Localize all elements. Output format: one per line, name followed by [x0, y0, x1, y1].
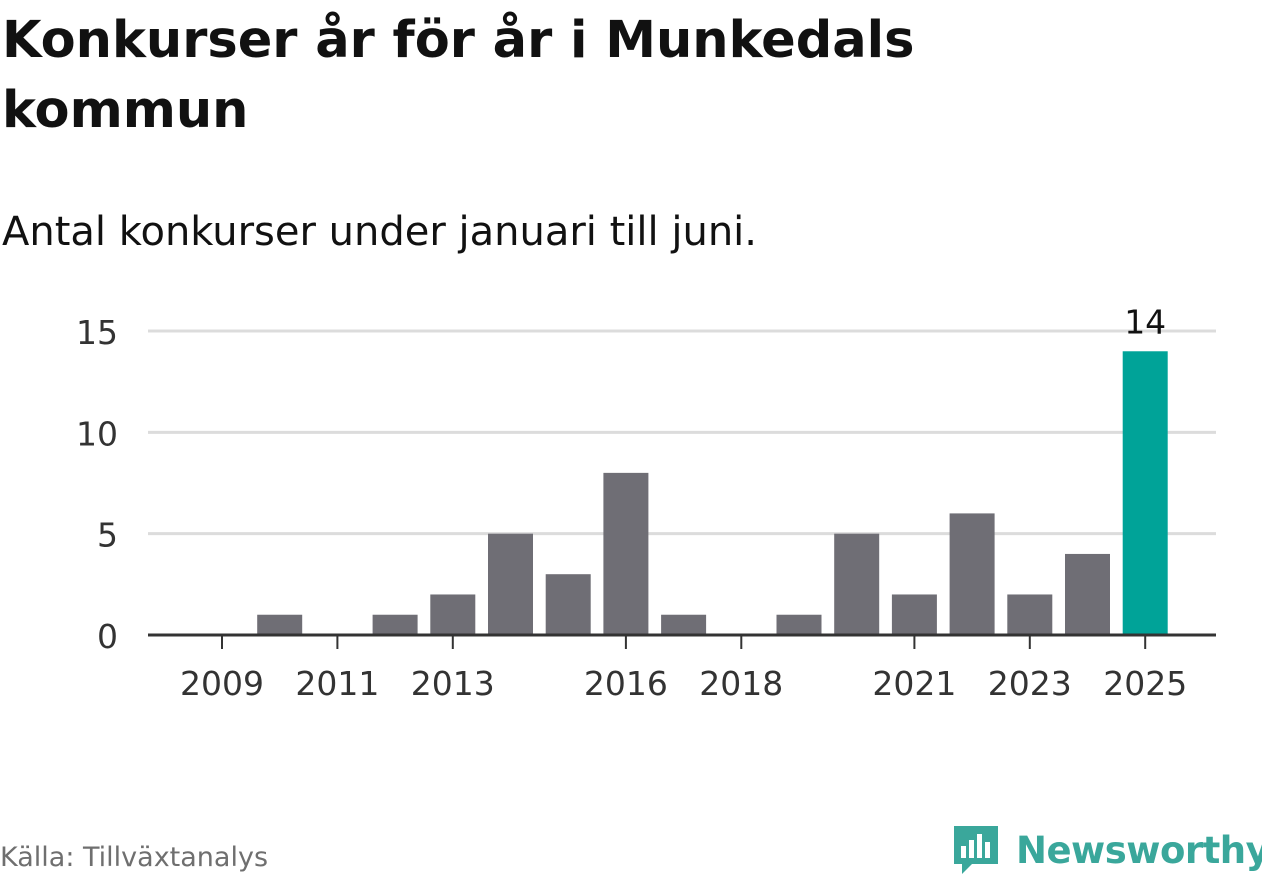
bar-2010 — [257, 614, 303, 635]
bar-2020 — [834, 533, 880, 635]
x-tick-label: 2009 — [180, 664, 264, 703]
y-axis-tick-labels: 0 5 10 15 — [76, 313, 118, 656]
y-tick-label: 5 — [97, 516, 118, 555]
chart-title: Konkurser år för år i Munkedals kommun — [2, 11, 915, 140]
x-tick-label: 2013 — [411, 664, 495, 703]
bar-2022 — [949, 513, 995, 635]
data-label-highlight: 14 — [1124, 302, 1166, 341]
bar-2021 — [891, 594, 937, 635]
x-tick-label: 2025 — [1103, 664, 1187, 703]
bar-2014 — [488, 533, 533, 635]
bar-2017 — [661, 614, 707, 635]
chart-subtitle: Antal konkurser under januari till juni. — [2, 209, 757, 255]
bar-2023 — [1007, 594, 1053, 635]
bar-2025 — [1122, 351, 1168, 635]
x-tick-label: 2021 — [872, 664, 956, 703]
x-tick-label: 2011 — [295, 664, 379, 703]
x-tick-label: 2016 — [584, 664, 668, 703]
x-tick-label: 2018 — [699, 664, 783, 703]
newsworthy-logo-icon — [954, 826, 998, 874]
bar-2019 — [776, 614, 822, 635]
x-axis-tick-labels: 2009 2011 2013 2016 2018 2021 2023 2025 — [180, 635, 1187, 703]
bar-2013 — [430, 594, 476, 635]
x-tick-label: 2023 — [988, 664, 1072, 703]
brand-name: Newsworthy — [1016, 828, 1262, 872]
source-note: Källa: Tillväxtanalys — [0, 842, 269, 873]
grid-lines — [148, 329, 1216, 536]
y-tick-label: 0 — [97, 617, 118, 656]
bar-2015 — [545, 574, 591, 635]
bar-2024 — [1065, 553, 1110, 635]
y-tick-label: 10 — [76, 414, 118, 453]
bar-2012 — [372, 614, 418, 635]
newsworthy-logo: Newsworthy — [950, 820, 1262, 880]
annotations: 14 — [1124, 302, 1166, 341]
bars — [148, 351, 1216, 637]
bar-2016 — [603, 472, 649, 635]
y-tick-label: 15 — [76, 313, 118, 352]
